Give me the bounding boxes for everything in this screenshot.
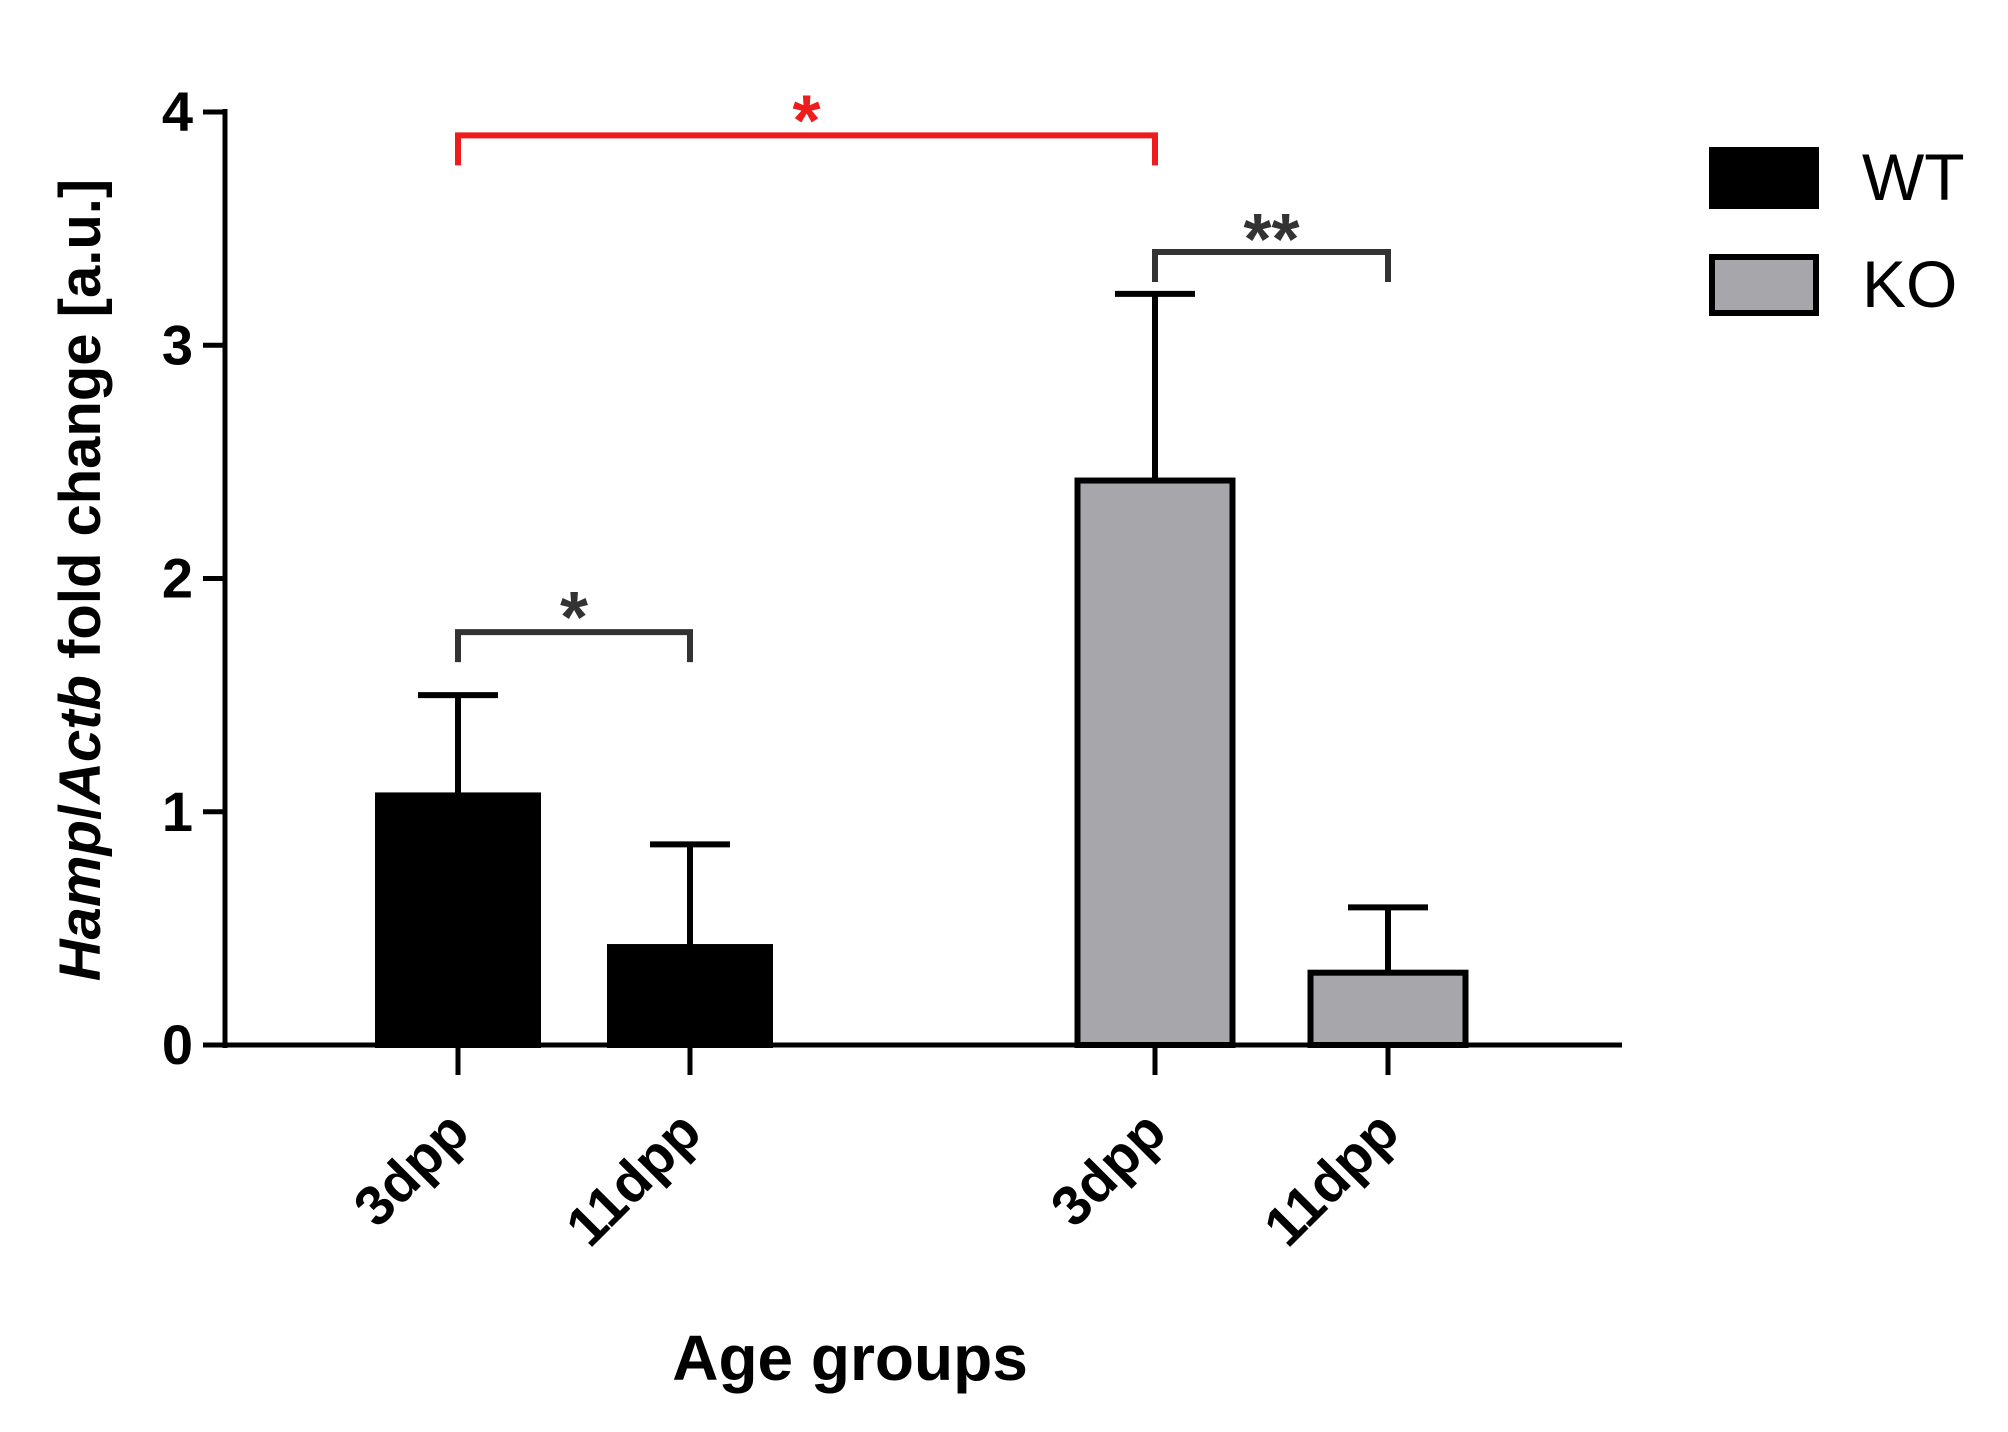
significance-bracket bbox=[455, 132, 1158, 166]
bars bbox=[375, 477, 1469, 1049]
x-tick-label: 3dpp bbox=[1038, 1099, 1177, 1238]
significance-label: * bbox=[560, 578, 588, 658]
bar-wt-3dpp bbox=[375, 792, 541, 1048]
y-axis-label-part-slash: / bbox=[48, 804, 113, 820]
bar-ko-11dpp bbox=[1307, 969, 1469, 1049]
x-tick-label: 11dpp bbox=[554, 1099, 713, 1258]
significance-bracket bbox=[1152, 248, 1391, 282]
significance-brackets: **** bbox=[455, 81, 1391, 663]
bar-wt-11dpp bbox=[607, 944, 773, 1048]
significance-bracket bbox=[455, 629, 693, 663]
y-axis-label: Hamp/Actb fold change [a.u.] bbox=[48, 179, 113, 981]
x-axis: 3dpp 11dpp 3dpp 11dpp bbox=[223, 1042, 1622, 1258]
bar-ko-3dpp bbox=[1074, 477, 1236, 1049]
legend-swatch-ko bbox=[1709, 254, 1819, 316]
y-axis-label-part-actb: Actb bbox=[48, 675, 113, 806]
legend: WT KO bbox=[1709, 140, 1965, 321]
y-tick-label: 0 bbox=[162, 1013, 193, 1076]
y-tick-label: 4 bbox=[162, 80, 193, 143]
legend-label-wt: WT bbox=[1862, 140, 1965, 214]
x-axis-label: Age groups bbox=[672, 1322, 1028, 1394]
error-bars bbox=[418, 290, 1428, 973]
y-tick-label: 3 bbox=[162, 313, 193, 376]
x-tick-label: 11dpp bbox=[1252, 1099, 1411, 1258]
x-tick-label: 3dpp bbox=[341, 1099, 480, 1238]
y-tick-label: 1 bbox=[162, 780, 193, 843]
y-axis-label-part-hamp: Hamp bbox=[48, 820, 113, 981]
legend-label-ko: KO bbox=[1862, 247, 1957, 321]
y-axis: 0 1 2 3 4 bbox=[162, 80, 228, 1076]
significance-label: * bbox=[792, 81, 820, 161]
legend-swatch-wt bbox=[1709, 147, 1819, 209]
y-axis-label-part-rest: fold change [a.u.] bbox=[48, 179, 113, 675]
y-tick-label: 2 bbox=[162, 547, 193, 610]
significance-label: ** bbox=[1243, 200, 1299, 280]
